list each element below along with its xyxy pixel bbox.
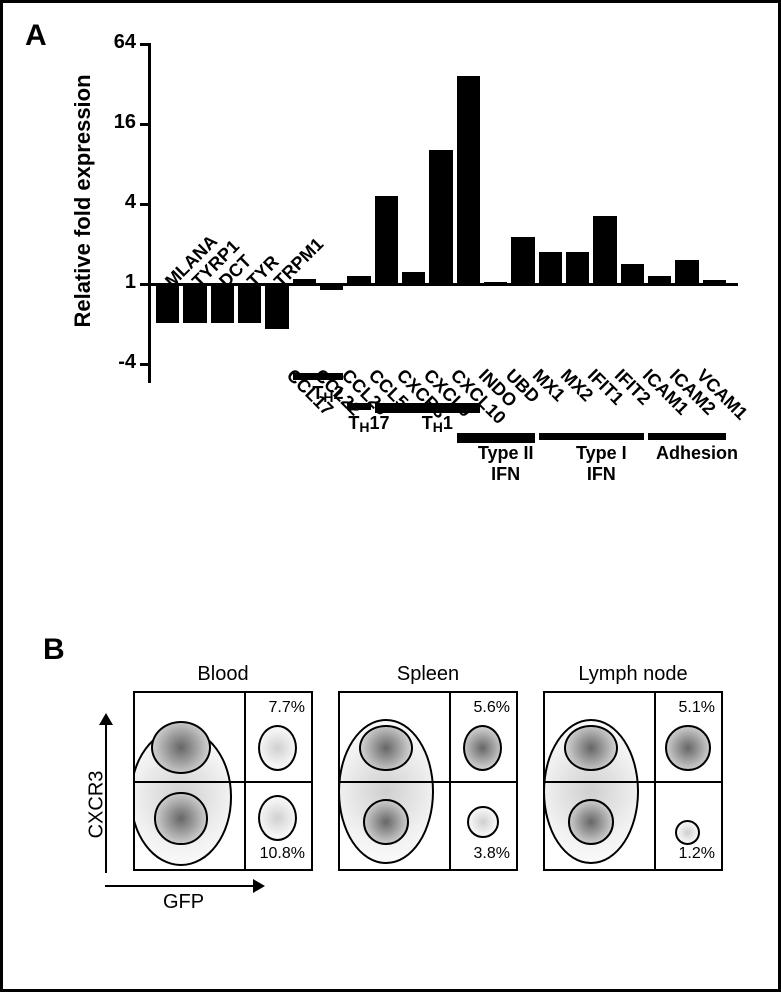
panel-label-a: A [25, 19, 47, 53]
flow-y-axis-label: CXCR3 [85, 771, 108, 839]
chart-bar [347, 276, 370, 283]
flow-quadrant-v [654, 693, 656, 869]
chart-bar [566, 252, 589, 283]
flow-population [675, 820, 700, 845]
chart-bar [293, 279, 316, 283]
flow-plot: 7.7% 10.8% [133, 691, 313, 871]
y-tick-label: -4 [96, 351, 136, 374]
y-tick [140, 43, 148, 46]
flow-population [564, 725, 617, 771]
y-tick-label: 64 [96, 31, 136, 54]
flow-quadrant-v [449, 693, 451, 869]
flow-population [258, 725, 297, 771]
flow-plot: 5.1% 1.2% [543, 691, 723, 871]
category-line [457, 433, 535, 443]
flow-plot-title: Blood [133, 663, 313, 686]
flow-plot-title: Lymph node [543, 663, 723, 686]
category-label: Adhesion [638, 443, 756, 464]
category-label: TH2 [283, 383, 374, 404]
y-axis-title: Relative fold expression [70, 71, 96, 331]
y-axis-line [148, 43, 151, 383]
chart-bar [320, 283, 343, 290]
flow-population [359, 725, 412, 771]
flow-quadrant-h [340, 781, 516, 783]
category-line [347, 403, 370, 410]
chart-bar [621, 264, 644, 283]
y-tick [140, 363, 148, 366]
figure-container: A Relative fold expression -4141664MLANA… [0, 0, 781, 992]
bar-chart: Relative fold expression -4141664MLANATY… [108, 33, 748, 513]
y-tick [140, 123, 148, 126]
y-tick [140, 203, 148, 206]
y-tick-label: 16 [96, 111, 136, 134]
flow-population [568, 799, 614, 845]
chart-bar [511, 237, 534, 283]
y-tick-label: 4 [96, 191, 136, 214]
chart-bar [375, 196, 398, 283]
chart-bar [484, 282, 507, 283]
flow-population [665, 725, 711, 771]
flow-population [467, 806, 499, 838]
flow-x-axis-arrow-head [253, 879, 265, 893]
flow-population [463, 725, 502, 771]
flow-upper-right-pct: 5.6% [474, 699, 510, 717]
category-line [648, 433, 726, 440]
category-line [375, 403, 480, 413]
chart-bar [402, 272, 425, 283]
y-tick-label: 1 [96, 271, 136, 294]
flow-population [154, 792, 207, 845]
flow-x-axis-label: GFP [163, 891, 204, 914]
y-tick [140, 283, 148, 286]
flow-plot: 5.6% 3.8% [338, 691, 518, 871]
chart-bar [703, 280, 726, 283]
panel-label-b: B [43, 633, 65, 667]
flow-lower-right-pct: 10.8% [260, 845, 305, 863]
flow-upper-right-pct: 5.1% [679, 699, 715, 717]
flow-lower-right-pct: 1.2% [679, 845, 715, 863]
flow-y-axis-arrow-head [99, 713, 113, 725]
flow-population [363, 799, 409, 845]
chart-bar [457, 76, 480, 283]
category-label: TH1 [365, 413, 510, 434]
chart-bar [539, 252, 562, 283]
category-line [293, 373, 344, 380]
flow-x-axis-arrow-line [105, 885, 255, 887]
flow-population [258, 795, 297, 841]
chart-bar [429, 150, 452, 283]
flow-quadrant-h [545, 781, 721, 783]
flow-cytometry-row: CXCR3 GFP Blood7.7%10.8%Spleen5.6%3.8%Ly… [133, 663, 733, 893]
flow-quadrant-h [135, 781, 311, 783]
flow-quadrant-v [244, 693, 246, 869]
chart-bar [648, 276, 671, 283]
chart-bar [675, 260, 698, 283]
flow-plot-title: Spleen [338, 663, 518, 686]
chart-bar [593, 216, 616, 283]
flow-lower-right-pct: 3.8% [474, 845, 510, 863]
flow-upper-right-pct: 7.7% [269, 699, 305, 717]
category-line [539, 433, 644, 440]
